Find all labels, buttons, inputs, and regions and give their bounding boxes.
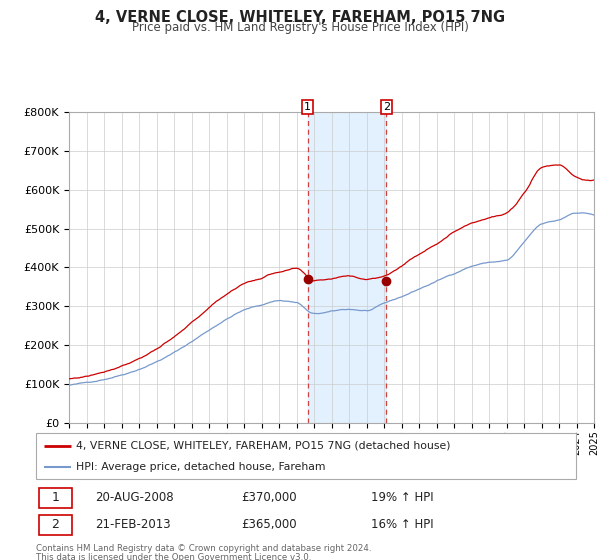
Text: 20-AUG-2008: 20-AUG-2008 xyxy=(95,491,174,505)
Text: Contains HM Land Registry data © Crown copyright and database right 2024.: Contains HM Land Registry data © Crown c… xyxy=(36,544,371,553)
Text: Price paid vs. HM Land Registry's House Price Index (HPI): Price paid vs. HM Land Registry's House … xyxy=(131,21,469,34)
Text: 16% ↑ HPI: 16% ↑ HPI xyxy=(371,518,433,531)
Text: HPI: Average price, detached house, Fareham: HPI: Average price, detached house, Fare… xyxy=(77,463,326,472)
Text: 1: 1 xyxy=(52,491,59,505)
Text: 1: 1 xyxy=(304,102,311,112)
Bar xyxy=(308,112,386,423)
Text: 21-FEB-2013: 21-FEB-2013 xyxy=(95,518,171,531)
Text: 4, VERNE CLOSE, WHITELEY, FAREHAM, PO15 7NG: 4, VERNE CLOSE, WHITELEY, FAREHAM, PO15 … xyxy=(95,10,505,25)
Text: £370,000: £370,000 xyxy=(241,491,297,505)
Text: £365,000: £365,000 xyxy=(241,518,297,531)
Text: 2: 2 xyxy=(383,102,390,112)
Text: This data is licensed under the Open Government Licence v3.0.: This data is licensed under the Open Gov… xyxy=(36,553,311,560)
Text: 4, VERNE CLOSE, WHITELEY, FAREHAM, PO15 7NG (detached house): 4, VERNE CLOSE, WHITELEY, FAREHAM, PO15 … xyxy=(77,441,451,451)
Bar xyxy=(39,515,72,535)
Bar xyxy=(39,488,72,508)
Text: 2: 2 xyxy=(52,518,59,531)
Text: 19% ↑ HPI: 19% ↑ HPI xyxy=(371,491,433,505)
